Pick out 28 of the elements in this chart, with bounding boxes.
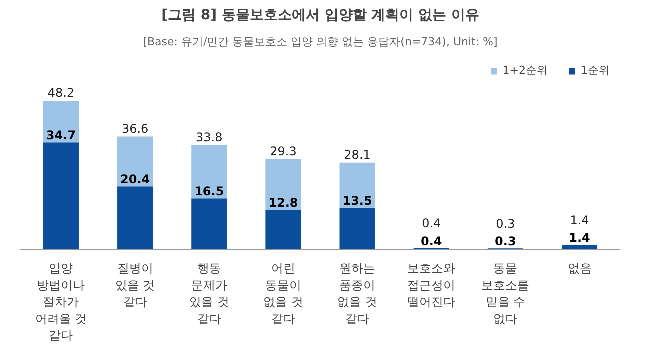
total-label: 48.2 [48, 86, 75, 100]
data-label: 1.4 [570, 214, 590, 228]
legend-label: 1+2순위 [502, 63, 548, 78]
x-tick-label: 질병이 있을 것 같다 [115, 262, 156, 310]
chart-subtitle: [Base: 유기/민간 동물보호소 입양 의향 없는 응답자(n=734), Unit: %] [143, 36, 498, 48]
data-label: 12.8 [268, 196, 298, 210]
total-label: 0.4 [420, 234, 442, 248]
total-label: 29.3 [270, 144, 297, 158]
x-tick-label: 행동 문제가 있을 것 같다 [189, 262, 230, 326]
data-label: 34.7 [46, 128, 76, 143]
data-label: 0.3 [496, 216, 516, 231]
x-tick-label: 원하는 품종이 없을 것 같다 [338, 262, 378, 326]
total-label: 0.3 [495, 234, 516, 249]
data-label: 0.4 [422, 216, 442, 231]
data-label: 13.5 [342, 194, 372, 208]
data-label: 20.4 [120, 172, 150, 187]
x-tick-label: 동물 보호소를 믿을 수 없다 [482, 262, 530, 326]
x-tick-label: 보호소와 접근성이 떨어진다 [408, 262, 456, 310]
data-label: 16.5 [194, 184, 224, 199]
x-tick-label: 어린 동물이 없을 것 같다 [264, 262, 304, 326]
total-label: 33.8 [196, 130, 223, 144]
total-label: 1.4 [569, 231, 590, 246]
total-label: 36.6 [122, 122, 149, 136]
x-tick-label: 입양 방법이나 절차가 어려울 것 같다 [35, 262, 88, 343]
x-tick-label: 없음 [568, 262, 592, 276]
total-label: 28.1 [344, 148, 371, 162]
legend-label: 1순위 [581, 63, 610, 78]
chart-title: [그림 8] 동물보호소에서 입양할 계획이 없는 이유 [162, 8, 480, 24]
